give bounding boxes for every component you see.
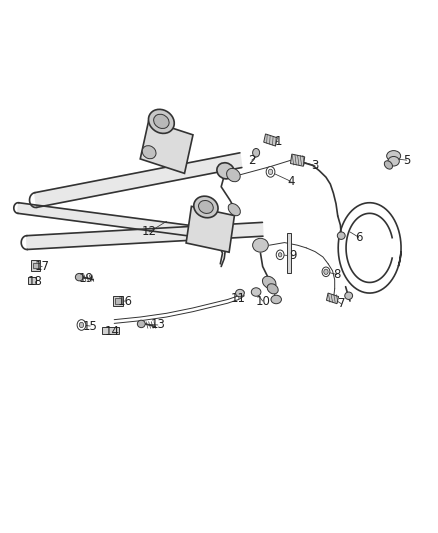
Ellipse shape (154, 114, 169, 128)
Ellipse shape (217, 163, 234, 179)
Bar (264, 134, 277, 146)
Ellipse shape (253, 149, 260, 157)
Ellipse shape (253, 238, 268, 252)
Bar (115, 298, 121, 304)
Ellipse shape (194, 196, 218, 218)
Ellipse shape (387, 151, 401, 161)
Ellipse shape (271, 295, 282, 304)
Ellipse shape (148, 109, 174, 133)
Bar (31, 260, 40, 271)
Text: 5: 5 (403, 154, 410, 167)
Ellipse shape (226, 168, 240, 182)
Polygon shape (35, 153, 242, 207)
Bar (326, 293, 339, 304)
Ellipse shape (262, 276, 276, 289)
Ellipse shape (77, 320, 86, 330)
Text: 2: 2 (248, 154, 255, 167)
Text: 13: 13 (150, 319, 165, 332)
Ellipse shape (228, 204, 240, 216)
Ellipse shape (345, 292, 353, 300)
Text: 1: 1 (274, 135, 282, 148)
Bar (33, 263, 39, 268)
Text: 3: 3 (311, 159, 319, 172)
Text: 9: 9 (290, 249, 297, 262)
Text: 6: 6 (355, 231, 363, 244)
Bar (290, 154, 305, 166)
Bar (186, 206, 234, 252)
Polygon shape (27, 222, 263, 249)
Text: 7: 7 (338, 297, 345, 310)
Ellipse shape (266, 166, 275, 177)
Text: 18: 18 (27, 275, 42, 288)
Ellipse shape (79, 322, 84, 328)
Ellipse shape (279, 253, 282, 257)
Text: 10: 10 (255, 295, 270, 308)
Text: 16: 16 (118, 295, 133, 308)
Text: 15: 15 (83, 320, 98, 333)
Ellipse shape (276, 250, 284, 260)
Ellipse shape (198, 200, 213, 213)
Ellipse shape (138, 320, 145, 328)
Bar (140, 120, 193, 173)
Bar (287, 233, 290, 273)
Bar (102, 327, 119, 334)
Ellipse shape (142, 146, 156, 159)
Ellipse shape (324, 269, 328, 274)
Text: 17: 17 (35, 260, 49, 273)
Ellipse shape (251, 288, 261, 296)
Polygon shape (18, 203, 219, 240)
Text: 14: 14 (105, 325, 120, 338)
Text: 11: 11 (231, 292, 246, 305)
Ellipse shape (268, 169, 273, 174)
Ellipse shape (75, 273, 83, 281)
Text: 4: 4 (287, 175, 295, 188)
Bar (113, 296, 123, 306)
Text: 8: 8 (333, 268, 341, 281)
Text: 12: 12 (141, 225, 157, 238)
Ellipse shape (236, 289, 244, 297)
Ellipse shape (337, 232, 345, 239)
Bar (28, 277, 36, 284)
Text: 19: 19 (78, 272, 93, 285)
Ellipse shape (384, 161, 392, 169)
Ellipse shape (322, 267, 330, 277)
Ellipse shape (388, 157, 399, 166)
Ellipse shape (267, 284, 278, 294)
